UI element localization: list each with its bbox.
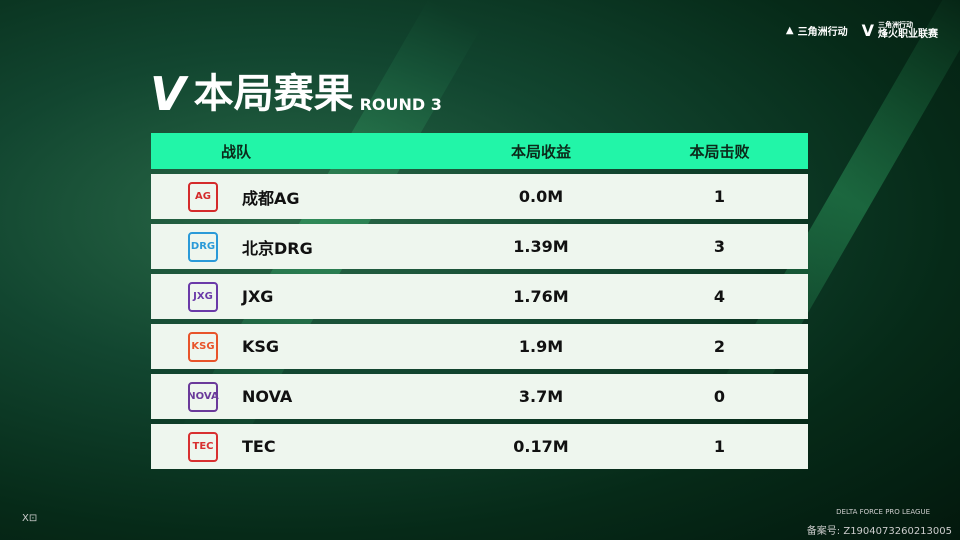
header-logos: ▲ 三角洲行动 V 三角洲行动 烽火职业联赛 (786, 20, 938, 40)
league-logo: V 三角洲行动 烽火职业联赛 (862, 20, 938, 40)
earnings: 0.0M (518, 187, 564, 206)
delta-force-logo: ▲ 三角洲行动 (786, 23, 848, 38)
v-shield-icon: V (861, 20, 874, 40)
league-text: DELTA FORCE PRO LEAGUE (836, 508, 930, 516)
kills: 1 (713, 437, 726, 456)
earnings: 1.76M (513, 287, 569, 306)
title-main: 本局赛果 (193, 71, 354, 117)
table-row: NOVA NOVA 3.7M 0 (151, 374, 808, 419)
brand-name: 三角洲行动 (797, 26, 848, 38)
table-row: DRG 北京DRG 1.39M 3 (151, 224, 808, 269)
results-table: 战队 本局收益 本局击败 AG 成都AG 0.0M 1 DRG 北京DRG 1.39M 3 JX… (151, 133, 808, 469)
team-logo-icon: NOVA (187, 381, 219, 412)
table-row: JXG JXG 1.76M 4 (151, 274, 808, 319)
earnings: 1.39M (513, 237, 569, 256)
team-name: NOVA (242, 387, 293, 406)
team-name: 成都AG (242, 188, 300, 208)
team-logo-icon: KSG (188, 331, 218, 362)
kills: 1 (713, 187, 726, 206)
team-name: TEC (242, 437, 276, 456)
round-label: ROUND 3 (359, 95, 442, 114)
kills: 4 (713, 287, 726, 306)
table-row: TEC TEC 0.17M 1 (151, 424, 808, 469)
col-team: 战队 (221, 142, 252, 161)
col-kills: 本局击败 (689, 142, 750, 161)
kills: 0 (713, 387, 726, 406)
footer-info: DELTA FORCE PRO LEAGUE 备案号: Z19040732602… (807, 508, 952, 537)
team-name: 北京DRG (242, 238, 313, 258)
table-header: 战队 本局收益 本局击败 (151, 133, 808, 169)
earnings: 3.7M (518, 387, 564, 406)
team-name: JXG (242, 287, 274, 306)
league-name: 烽火职业联赛 (878, 29, 938, 40)
footer-icons: X⊡ (22, 513, 38, 524)
team-logo-icon: AG (188, 181, 218, 212)
table-row: AG 成都AG 0.0M 1 (151, 174, 808, 219)
league-sub: 三角洲行动 (878, 21, 913, 29)
team-logo-icon: JXG (188, 281, 218, 312)
earnings: 0.17M (513, 437, 569, 456)
triangle-icon: ▲ (785, 24, 794, 36)
team-logo-icon: DRG (188, 231, 218, 262)
kills: 2 (713, 337, 726, 356)
record-number: 备案号: Z1904073260213005 (806, 526, 952, 537)
earnings: 1.9M (518, 337, 564, 356)
v-logo-icon: V (150, 67, 186, 121)
page-title: V 本局赛果 ROUND 3 (150, 68, 442, 120)
col-earnings: 本局收益 (510, 142, 571, 161)
team-name: KSG (242, 337, 280, 356)
kills: 3 (713, 237, 726, 256)
team-logo-icon: TEC (188, 431, 218, 462)
table-row: KSG KSG 1.9M 2 (151, 324, 808, 369)
